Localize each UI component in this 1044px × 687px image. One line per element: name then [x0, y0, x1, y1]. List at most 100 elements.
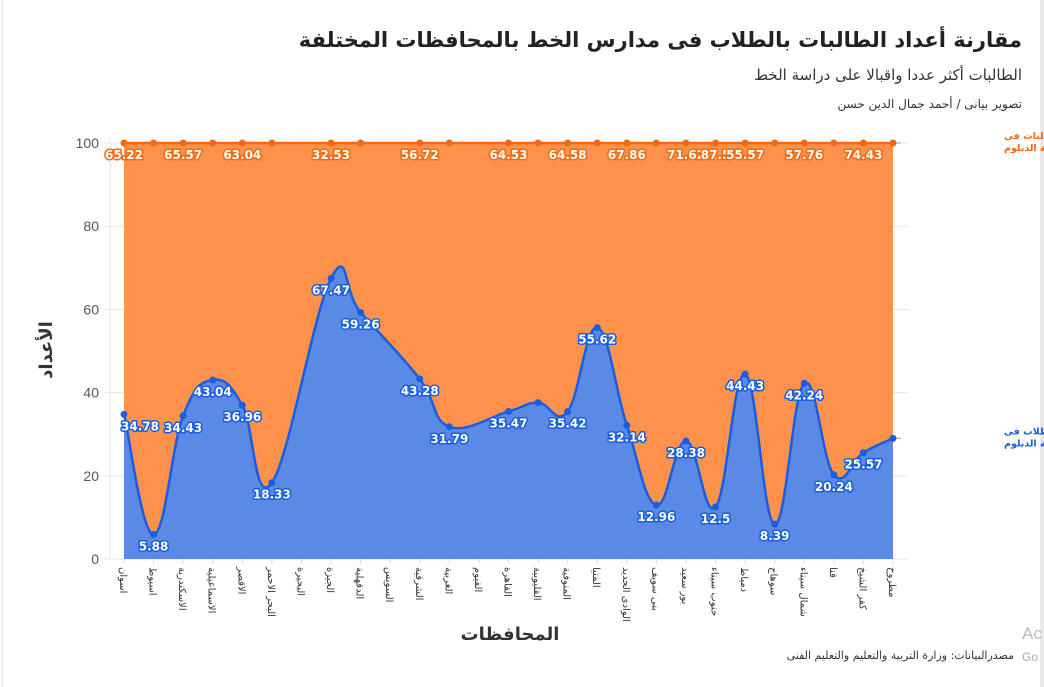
female-point: [859, 139, 867, 147]
male-point: [859, 449, 867, 457]
female-data-label: 63.04: [223, 148, 261, 162]
x-tick-label: الفيوم: [472, 567, 483, 592]
female-point: [682, 139, 690, 147]
female-point: [800, 139, 808, 147]
male-data-label: 67.47: [312, 283, 350, 297]
male-data-label: 43.04: [194, 385, 232, 399]
male-point: [771, 520, 779, 528]
x-tick-label: السويس: [383, 567, 394, 602]
x-tick-label: البحيرة: [294, 567, 305, 596]
male-data-label: 32.14: [608, 430, 646, 444]
x-tick-label: الدقهلية: [354, 567, 365, 599]
x-tick-label: قنا: [827, 567, 838, 578]
x-tick-label: البحر الاحمر: [265, 566, 276, 617]
female-data-label: 57.76: [785, 148, 823, 162]
x-tick-label: الشرقية: [413, 567, 424, 600]
y-tick-label: 40: [83, 385, 99, 401]
x-tick-label: الاسماعيلية: [206, 567, 217, 613]
female-point: [505, 139, 512, 147]
data-labels: 65.22 65.57 63.04 32.53 56.72 64.53 64.58 67.86…: [104, 131, 1044, 555]
female-data-label: 65.57: [164, 148, 202, 162]
female-data-label: 64.53: [490, 148, 528, 162]
x-tick-label: اسوان: [117, 567, 128, 593]
male-point: [445, 423, 453, 431]
x-tick-label: سوهاج: [768, 567, 779, 595]
male-point: [564, 408, 572, 416]
x-tick-label: القاهرة: [502, 567, 513, 597]
female-point: [357, 139, 365, 147]
female-point: [652, 139, 660, 147]
female-point: [416, 139, 424, 147]
male-data-label: 18.33: [253, 488, 291, 502]
female-point: [623, 139, 631, 147]
male-data-label: 12.5: [701, 512, 731, 526]
data-source: مصدرالبيانات: وزارة التربية والتعليم وال…: [786, 649, 1014, 662]
y-tick-label: 0: [91, 551, 99, 567]
male-point: [712, 503, 720, 511]
x-tick-label: المنوفية: [561, 567, 572, 600]
male-point: [800, 379, 808, 387]
male-data-label: 35.42: [549, 417, 587, 431]
y-tick-label: 100: [76, 135, 100, 151]
legend-label-female: جمله اعداد الطالبات فىمرحلة الدبلوم: [1004, 131, 1044, 154]
female-data-label: 32.53: [312, 148, 350, 162]
male-data-label: 59.26: [342, 317, 380, 331]
male-point: [416, 375, 424, 383]
x-tick-label: الاقصر: [235, 566, 246, 594]
male-point: [357, 308, 365, 316]
male-data-label: 35.47: [490, 416, 528, 430]
male-point: [179, 412, 187, 420]
male-data-label: 25.57: [844, 458, 882, 472]
y-tick-label: 60: [83, 301, 99, 317]
x-axis-title: المحافظات: [461, 624, 560, 645]
male-data-label: 43.28: [401, 384, 439, 398]
male-point: [268, 479, 276, 487]
page-border-left: [2, 0, 3, 687]
male-point: [830, 471, 838, 479]
male-point: [238, 401, 246, 409]
series-marks: [120, 139, 897, 539]
female-data-label: 55.57: [726, 148, 764, 162]
x-tick-label: الاسكندرية: [176, 567, 187, 611]
female-point: [889, 139, 897, 147]
male-point: [209, 376, 217, 384]
female-point: [209, 139, 217, 147]
female-point: [741, 139, 749, 147]
female-data-label: 56.72: [401, 148, 439, 162]
legend-label-male: جملة أعداد الطلاب فىمرحلة الدبلوم: [1004, 424, 1044, 449]
male-point: [505, 407, 512, 415]
female-point: [712, 139, 720, 147]
male-data-label: 20.24: [815, 480, 853, 494]
male-point: [150, 531, 158, 539]
female-data-label: 64.58: [549, 148, 587, 162]
x-axis-labels: اسوان اسيوط الاسكندرية الاسماعيلية الاقصر الب…: [117, 559, 897, 622]
male-point: [534, 399, 542, 407]
female-data-label: 74.43: [844, 148, 882, 162]
female-point: [593, 139, 601, 147]
male-point: [120, 410, 128, 418]
watermark-text-2: Go: [1022, 650, 1039, 664]
female-point: [830, 139, 838, 147]
chart-subtitle: الطالبات أكثر عددا واقبالا على دراسة الخ…: [754, 66, 1022, 84]
female-point: [445, 139, 453, 147]
x-tick-label: القليوبية: [531, 567, 542, 601]
female-data-label: 71.62: [667, 148, 705, 162]
x-tick-label: اسيوط: [147, 567, 158, 596]
female-data-label: 67.86: [608, 148, 646, 162]
watermark-text-1: Ac: [1022, 624, 1042, 643]
male-data-label: 8.39: [760, 529, 790, 543]
chart-title: مقارنة أعداد الطالبات بالطلاب فى مدارس ا…: [298, 28, 1022, 52]
male-data-label: 34.78: [121, 419, 159, 433]
x-tick-label: الغربية: [442, 567, 453, 594]
male-data-label: 5.88: [139, 540, 169, 554]
male-point: [741, 370, 749, 378]
male-data-label: 44.43: [726, 379, 764, 393]
page-scrollbar[interactable]: [1040, 0, 1044, 687]
male-point: [623, 421, 631, 429]
y-tick-label: 20: [83, 468, 99, 484]
female-point: [179, 139, 187, 147]
male-data-label: 28.38: [667, 446, 705, 460]
female-point: [534, 139, 542, 147]
x-tick-label: بور سعيد: [679, 567, 690, 604]
